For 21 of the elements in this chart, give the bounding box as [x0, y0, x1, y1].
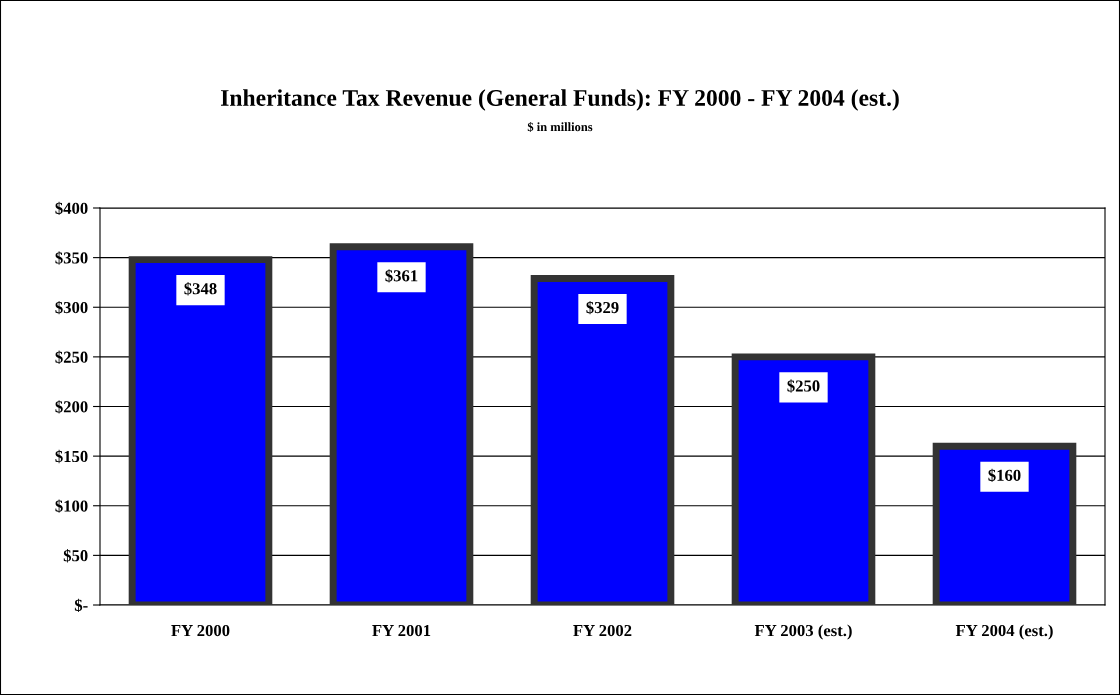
y-tick-label: $200: [55, 400, 88, 414]
x-tick-label: FY 2003 (est.): [754, 624, 852, 640]
y-tick-label: $300: [55, 300, 88, 315]
x-tick-label: FY 2002: [573, 624, 632, 637]
y-tick-label: $-: [74, 598, 88, 613]
x-tick-label: FY 2000: [171, 624, 230, 637]
data-label: $329: [586, 300, 619, 315]
y-tick-label: $50: [63, 549, 88, 563]
y-tick-label: $100: [55, 499, 88, 513]
x-tick-label: FY 2004 (est.): [955, 624, 1053, 640]
chart-subtitle: $ in millions: [527, 121, 593, 132]
y-tick-label: $250: [55, 350, 88, 364]
data-label: $160: [988, 468, 1021, 483]
data-label: $361: [385, 269, 418, 283]
y-tick-label: $400: [55, 201, 88, 216]
data-label: $250: [787, 379, 820, 393]
x-tick-label: FY 2001: [372, 624, 431, 637]
chart-title: Inheritance Tax Revenue (General Funds): FY 2000 - FY 2004 (est.): [220, 89, 899, 111]
y-tick-label: $150: [55, 449, 88, 464]
data-label: $348: [184, 282, 217, 296]
y-tick-label: $350: [55, 251, 88, 265]
